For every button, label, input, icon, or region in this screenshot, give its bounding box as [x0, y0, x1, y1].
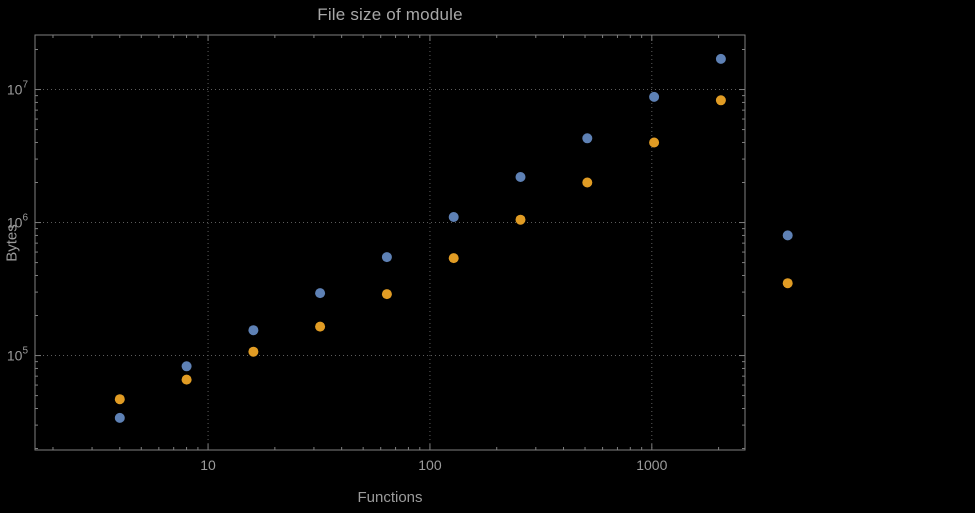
data-point-series-orange	[715, 95, 726, 106]
y-tick-label: 106	[7, 213, 29, 231]
data-point-series-orange	[649, 137, 660, 148]
x-axis-label: Functions	[357, 489, 423, 506]
y-tick-label: 107	[7, 80, 29, 98]
x-tick-label: 1000	[636, 457, 667, 473]
data-point-series-orange	[782, 278, 793, 289]
data-point-series-blue	[181, 361, 192, 372]
data-point-series-orange	[248, 346, 259, 357]
data-point-series-orange	[315, 321, 326, 332]
plot-frame	[34, 34, 746, 451]
data-point-series-orange	[582, 177, 593, 188]
data-point-series-orange	[114, 394, 125, 405]
data-point-series-orange	[181, 374, 192, 385]
data-point-series-blue	[649, 91, 660, 102]
data-point-series-orange	[515, 214, 526, 225]
data-point-series-blue	[448, 212, 459, 222]
data-point-series-blue	[582, 133, 593, 144]
data-point-series-blue	[515, 172, 526, 182]
data-point-series-orange	[381, 289, 392, 300]
data-point-series-blue	[114, 412, 125, 423]
y-tick-label: 105	[7, 346, 29, 364]
data-point-series-blue	[782, 230, 793, 241]
data-point-series-orange	[448, 253, 459, 264]
x-tick-label: 10	[200, 457, 216, 473]
data-point-series-blue	[381, 252, 392, 263]
chart-title: File size of module	[317, 5, 463, 24]
data-point-series-blue	[715, 53, 726, 64]
x-tick-label: 100	[418, 457, 442, 473]
data-point-series-blue	[248, 325, 259, 336]
data-point-series-blue	[315, 288, 326, 299]
